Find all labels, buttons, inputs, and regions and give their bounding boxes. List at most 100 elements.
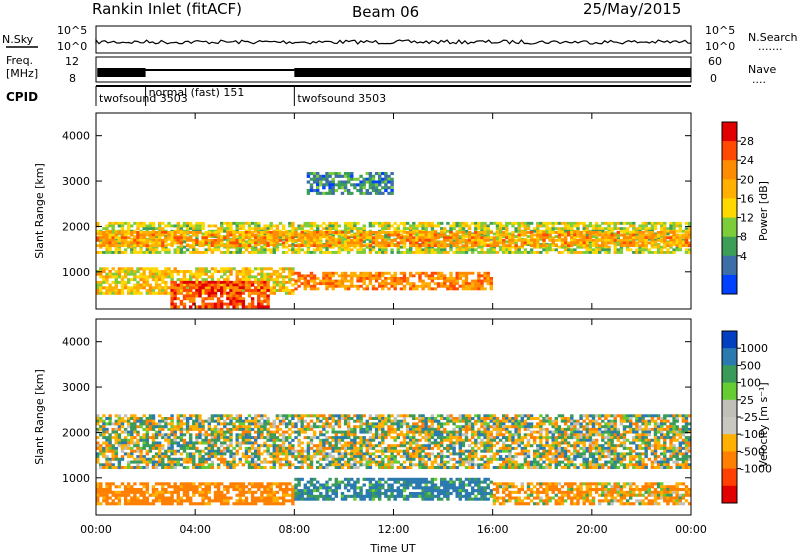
power-cell <box>236 239 239 242</box>
power-cell <box>672 248 675 251</box>
power-cell <box>276 231 279 234</box>
velocity-cell <box>201 422 204 425</box>
power-cell <box>133 292 136 295</box>
power-cell <box>654 227 657 230</box>
power-cell <box>143 275 146 278</box>
power-cell <box>186 278 189 281</box>
power-cell <box>205 248 208 251</box>
power-cell <box>143 236 146 239</box>
velocity-cell <box>115 466 118 469</box>
power-cell <box>118 248 121 251</box>
power-cell <box>332 225 335 228</box>
power-cell <box>239 248 242 251</box>
velocity-cell <box>332 439 335 442</box>
velocity-cell <box>236 414 239 417</box>
velocity-cell <box>167 439 170 442</box>
power-cell <box>294 231 297 234</box>
power-cell <box>350 274 353 277</box>
power-cell <box>108 275 111 278</box>
velocity-cell <box>105 417 108 420</box>
velocity-cell <box>189 436 192 439</box>
power-cell <box>465 222 468 225</box>
power-cell <box>521 242 524 245</box>
power-cell <box>477 222 480 225</box>
power-cell <box>155 231 158 234</box>
velocity-cell <box>279 420 282 423</box>
velocity-cell <box>108 466 111 469</box>
power-cell <box>263 295 266 298</box>
velocity-cell <box>313 455 316 458</box>
velocity-cell <box>149 428 152 431</box>
velocity-cell <box>369 458 372 461</box>
power-cell <box>403 274 406 277</box>
power-cell <box>400 287 403 290</box>
velocity-cell <box>316 452 319 455</box>
power-cell <box>260 236 263 239</box>
velocity-cell <box>242 431 245 434</box>
power-cell <box>263 305 266 308</box>
power-cell <box>390 192 393 195</box>
power-cell <box>189 273 192 276</box>
velocity-cell <box>294 425 297 428</box>
velocity-cell <box>248 414 251 417</box>
velocity-cell <box>136 439 139 442</box>
power-cell <box>421 251 424 254</box>
power-cell <box>666 242 669 245</box>
velocity-cell <box>127 463 130 466</box>
velocity-cell <box>229 444 232 447</box>
velocity-cell <box>177 428 180 431</box>
velocity-cell <box>344 414 347 417</box>
power-cell <box>285 292 288 295</box>
velocity-cell <box>183 442 186 445</box>
power-cell <box>359 186 362 189</box>
power-cell <box>152 270 155 273</box>
power-cell <box>158 242 161 245</box>
power-cell <box>359 236 362 239</box>
power-cell <box>347 248 350 251</box>
velocity-cell <box>372 458 375 461</box>
velocity-cell <box>217 414 220 417</box>
power-cell <box>669 236 672 239</box>
velocity-cell <box>102 447 105 450</box>
power-cell <box>443 282 446 285</box>
power-cell <box>232 303 235 306</box>
power-cell <box>483 239 486 242</box>
velocity-cell <box>328 422 331 425</box>
velocity-cell <box>291 422 294 425</box>
velocity-cell <box>136 458 139 461</box>
power-cell <box>195 234 198 237</box>
power-cell <box>313 277 316 280</box>
power-cell <box>242 297 245 300</box>
power-cell <box>139 236 142 239</box>
power-cell <box>452 244 455 247</box>
power-cell <box>452 280 455 283</box>
velocity-cell <box>143 439 146 442</box>
power-cell <box>198 289 201 292</box>
velocity-cell <box>177 450 180 453</box>
power-cell <box>273 273 276 276</box>
power-cell <box>214 303 217 306</box>
velocity-cell <box>375 436 378 439</box>
power-cell <box>344 189 347 192</box>
power-cell <box>505 231 508 234</box>
velocity-cell <box>270 436 273 439</box>
power-cell <box>192 251 195 254</box>
power-cell <box>273 289 276 292</box>
velocity-cell <box>198 458 201 461</box>
power-cell <box>660 234 663 237</box>
power-cell <box>651 239 654 242</box>
power-cell <box>480 285 483 288</box>
power-cell <box>143 273 146 276</box>
velocity-cell <box>304 455 307 458</box>
power-cell <box>276 281 279 284</box>
power-cell <box>397 244 400 247</box>
power-cell <box>524 248 527 251</box>
velocity-cell <box>195 414 198 417</box>
power-cell <box>672 251 675 254</box>
power-cell <box>570 236 573 239</box>
velocity-cell <box>105 439 108 442</box>
power-cell <box>288 236 291 239</box>
power-cell <box>459 227 462 230</box>
power-cell <box>251 305 254 308</box>
velocity-cell <box>353 450 356 453</box>
